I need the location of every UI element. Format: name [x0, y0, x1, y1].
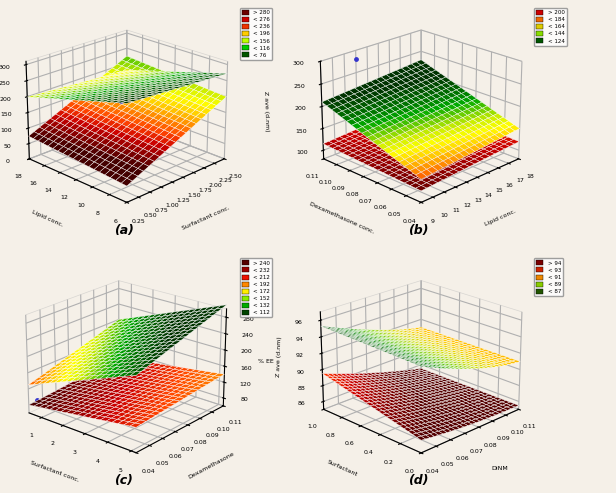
Y-axis label: Lipid conc.: Lipid conc.	[31, 209, 64, 227]
Y-axis label: Dexamethasone conc.: Dexamethasone conc.	[309, 202, 375, 235]
X-axis label: Surfactant conc.: Surfactant conc.	[30, 460, 80, 483]
Legend: > 240, < 232, < 212, < 192, < 172, < 152, < 132, < 112: > 240, < 232, < 212, < 192, < 172, < 152…	[240, 258, 272, 317]
Text: (c): (c)	[115, 474, 133, 487]
Legend: > 94, < 93, < 91, < 89, < 87: > 94, < 93, < 91, < 89, < 87	[534, 258, 563, 296]
X-axis label: DiNM: DiNM	[492, 466, 508, 471]
Legend: > 280, < 276, < 236, < 196, < 156, < 116, < 76: > 280, < 276, < 236, < 196, < 156, < 116…	[240, 8, 272, 60]
Legend: > 200, < 184, < 164, < 144, < 124: > 200, < 184, < 164, < 144, < 124	[534, 8, 567, 46]
X-axis label: Lipid conc.: Lipid conc.	[484, 209, 517, 227]
Text: (d): (d)	[408, 474, 429, 487]
X-axis label: Surfactant conc.: Surfactant conc.	[181, 205, 230, 231]
Y-axis label: Surfactant: Surfactant	[326, 459, 358, 478]
Text: (a): (a)	[114, 224, 134, 237]
Y-axis label: Dexamethasone: Dexamethasone	[188, 451, 236, 480]
Text: (b): (b)	[408, 224, 429, 237]
